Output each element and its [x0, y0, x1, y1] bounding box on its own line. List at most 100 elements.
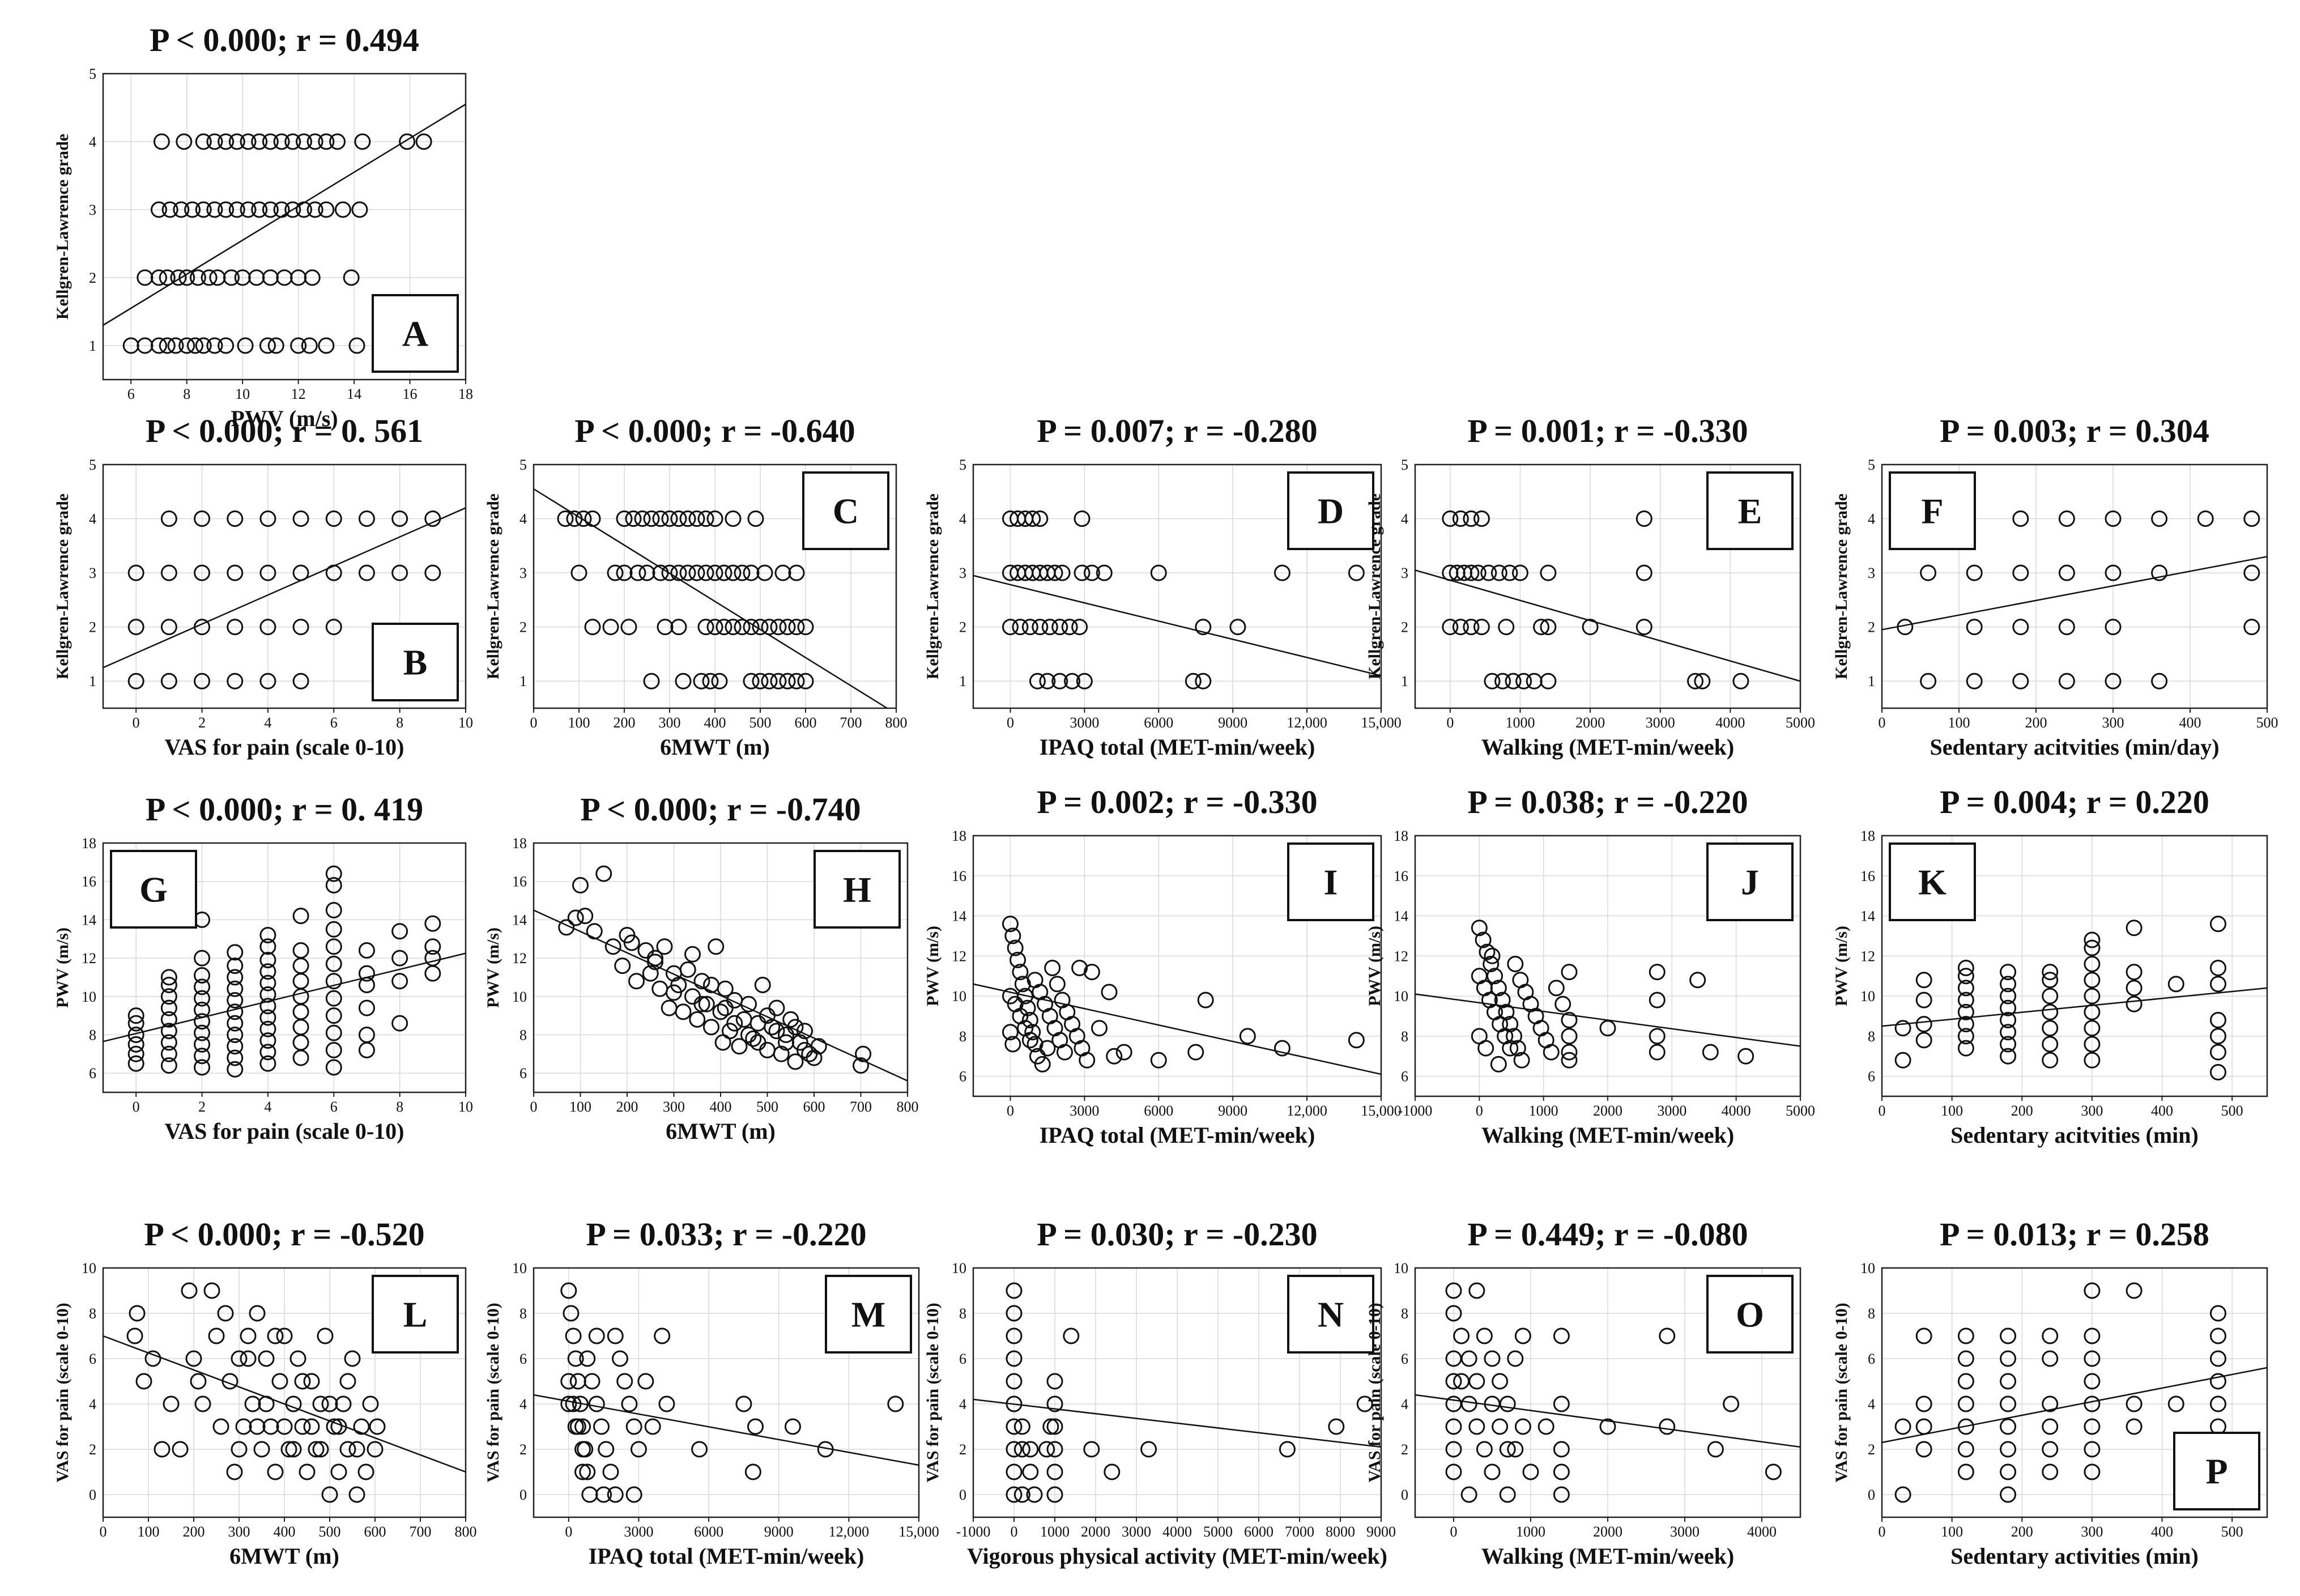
data-point [294, 1373, 311, 1390]
data-point [2084, 955, 2101, 972]
data-point [1076, 673, 1093, 690]
data-point [1027, 1036, 1043, 1053]
x-tick-label: 700 [410, 1523, 432, 1540]
data-point [160, 510, 177, 527]
data-point [1468, 1418, 1485, 1435]
data-point [240, 1350, 257, 1367]
data-point [1195, 619, 1212, 636]
data-point [1104, 1463, 1121, 1480]
data-point [184, 201, 201, 218]
regression-line [1415, 569, 1801, 682]
data-point [1083, 964, 1100, 981]
data-point [774, 564, 791, 581]
x-axis-label: IPAQ total (MET-min/week) [1040, 1122, 1315, 1148]
data-point [1514, 1418, 1531, 1435]
data-point [797, 619, 814, 636]
data-point [167, 337, 184, 354]
data-point [249, 1418, 266, 1435]
data-point [788, 564, 805, 581]
data-point [325, 921, 342, 938]
data-point [284, 201, 301, 218]
data-point [1041, 619, 1058, 636]
data-point [1502, 1040, 1519, 1057]
x-tick-label: 6 [330, 1099, 338, 1115]
data-point [570, 564, 587, 581]
x-tick-label: 300 [663, 1099, 685, 1115]
panel-title: P < 0.000; r = 0. 419 [146, 791, 423, 828]
x-tick-label: 200 [614, 714, 636, 731]
y-tick-label: 6 [519, 1065, 527, 1082]
data-point [1063, 1327, 1080, 1344]
x-tick-label: 0 [1011, 1523, 1018, 1540]
data-point [2209, 1028, 2226, 1045]
data-point [752, 673, 769, 690]
data-point [317, 1327, 334, 1344]
data-point [2000, 1418, 2017, 1435]
data-point [770, 673, 787, 690]
y-tick-label: 0 [89, 1487, 96, 1503]
y-axis-label: VAS for pain (scale 0-10) [1832, 1303, 1851, 1482]
data-point [1279, 1441, 1296, 1458]
data-point [262, 201, 279, 218]
data-point [194, 1059, 211, 1076]
data-point [2042, 1327, 2059, 1344]
y-tick-label: 8 [959, 1305, 966, 1322]
y-tick-label: 8 [1401, 1305, 1408, 1322]
data-point [1046, 1418, 1063, 1435]
regression-line [1881, 987, 2268, 1027]
data-point [1957, 1441, 1974, 1458]
x-tick-label: 4000 [1715, 714, 1745, 731]
data-point [424, 915, 441, 932]
data-point [1543, 1044, 1560, 1061]
x-tick-label: 4000 [1722, 1103, 1751, 1119]
data-point [194, 1013, 211, 1030]
y-tick-label: 10 [512, 1260, 527, 1276]
y-tick-label: 12 [952, 948, 966, 964]
data-point [586, 923, 603, 940]
data-point [391, 923, 408, 940]
data-point [1471, 920, 1488, 937]
data-point [1494, 673, 1511, 690]
data-point [2000, 988, 2017, 1005]
panel-letter: C [833, 491, 859, 531]
data-point [258, 1395, 275, 1412]
data-point [144, 1350, 161, 1367]
data-point [160, 1034, 177, 1051]
data-point [654, 1327, 671, 1344]
data-point [367, 1441, 384, 1458]
x-tick-label: 0 [530, 714, 538, 731]
data-point [1273, 1040, 1290, 1057]
data-point [1511, 564, 1528, 581]
data-point [560, 1395, 577, 1412]
data-point [1453, 1327, 1470, 1344]
data-point [1096, 564, 1113, 581]
data-point [1021, 1012, 1038, 1029]
data-point [354, 133, 371, 150]
data-point [1022, 1441, 1039, 1458]
data-point [292, 673, 309, 690]
data-point [325, 876, 342, 893]
data-point [752, 619, 769, 636]
data-point [1920, 673, 1937, 690]
y-tick-label: 8 [519, 1305, 527, 1322]
data-point [1599, 1020, 1616, 1037]
y-tick-label: 3 [519, 565, 527, 581]
data-point [259, 337, 276, 354]
y-axis-label: VAS for pain (scale 0-10) [923, 1303, 942, 1482]
x-tick-label: 0 [1007, 1103, 1014, 1119]
data-point [583, 1373, 600, 1390]
data-point [222, 1373, 238, 1390]
x-tick-label: 3000 [1070, 714, 1099, 731]
data-point [604, 938, 621, 955]
data-point [194, 673, 211, 690]
data-point [358, 1042, 375, 1059]
data-point [1044, 960, 1061, 977]
x-tick-label: 6 [330, 714, 338, 731]
data-point [159, 269, 176, 286]
data-point [642, 965, 659, 982]
x-tick-label: 100 [138, 1523, 160, 1540]
x-tick-label: 500 [2221, 1523, 2243, 1540]
data-point [1004, 1036, 1021, 1053]
data-point [292, 1034, 309, 1051]
